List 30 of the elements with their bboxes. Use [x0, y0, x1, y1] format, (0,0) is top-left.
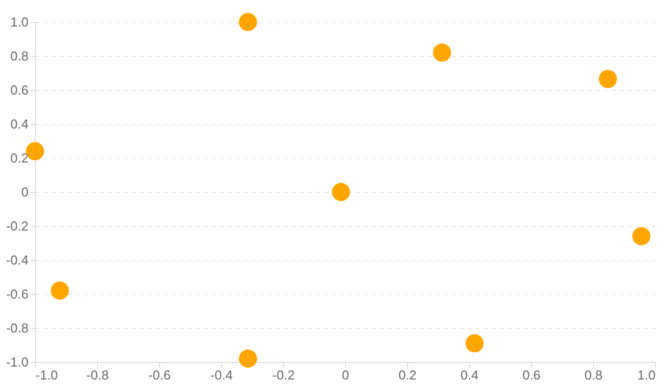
x-tick-label: -0.2 — [272, 368, 295, 382]
point — [332, 182, 350, 202]
y-tick-label: -1.0 — [6, 354, 28, 370]
y-tick-label: 0.4 — [10, 116, 28, 132]
y-tick-label: 0.2 — [10, 150, 28, 166]
y-tick-label: -0.4 — [6, 252, 28, 268]
x-tick-label: 0.4 — [460, 368, 479, 382]
y-tick-label: 0 — [21, 184, 28, 200]
y-tick-label: -0.6 — [6, 286, 28, 302]
point — [50, 282, 69, 300]
y-tick-label: 0.8 — [10, 48, 28, 64]
y-tick-label: 0.6 — [10, 82, 28, 98]
point — [632, 227, 650, 246]
x-tick-label: -0.4 — [210, 368, 233, 382]
point — [238, 350, 258, 368]
x-tick-label: 0.8 — [584, 368, 603, 382]
point — [465, 334, 484, 352]
x-tick-label: -1.0 — [36, 368, 58, 382]
x-tick-label: 0 — [342, 368, 350, 382]
point — [238, 12, 258, 32]
point — [598, 70, 617, 88]
y-tick-label: -0.2 — [6, 218, 28, 234]
x-tick-label: -0.8 — [86, 368, 109, 382]
x-tick-label: -0.6 — [148, 368, 171, 382]
point — [432, 44, 452, 62]
x-tick-label: 0.6 — [522, 368, 541, 382]
y-tick-label: 1.0 — [10, 14, 28, 30]
x-tick-label: 0.2 — [398, 368, 417, 382]
y-tick-label: -0.8 — [6, 320, 28, 336]
x-tick-label: 1.0 — [637, 368, 656, 382]
